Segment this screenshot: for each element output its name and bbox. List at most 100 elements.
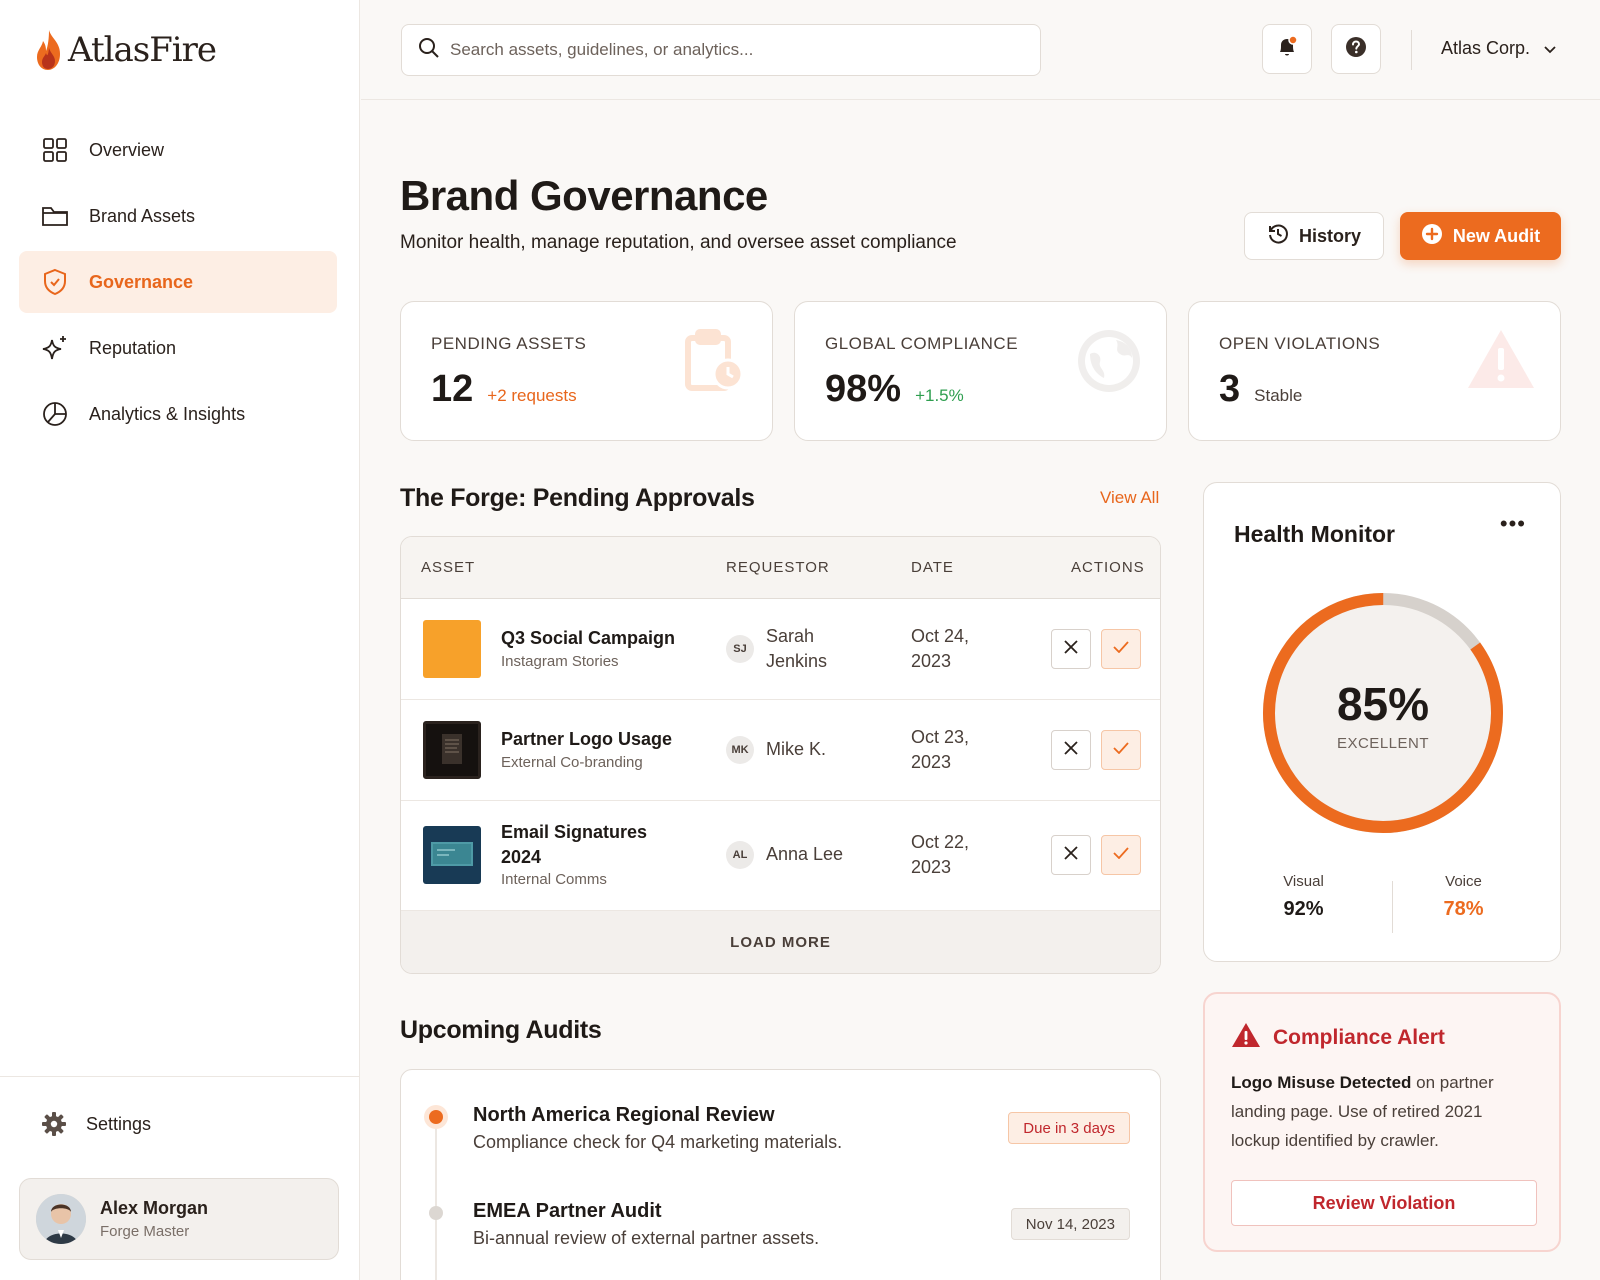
check-icon (1113, 846, 1129, 864)
column-header: ASSET (421, 559, 476, 576)
audit-title: North America Regional Review (473, 1104, 775, 1126)
check-icon (1113, 741, 1129, 759)
settings-link[interactable]: Settings (40, 1110, 151, 1138)
org-switcher[interactable]: Atlas Corp. (1441, 38, 1556, 59)
sidebar-item-label: Governance (89, 271, 194, 292)
warning-triangle-icon (1466, 328, 1536, 395)
notifications-button[interactable] (1262, 24, 1312, 74)
help-button[interactable] (1331, 24, 1381, 74)
history-icon (1267, 223, 1289, 250)
topbar-divider (1411, 30, 1412, 70)
approve-button[interactable] (1101, 730, 1141, 770)
folder-icon (41, 202, 69, 230)
timeline-dot-active (429, 1110, 443, 1124)
grid-icon (41, 136, 69, 164)
sidebar-item-label: Overview (89, 139, 165, 160)
sidebar-item-label: Brand Assets (89, 205, 196, 226)
asset-thumbnail (423, 826, 481, 884)
sidebar-item-reputation[interactable]: Reputation (19, 317, 337, 379)
globe-icon (1076, 328, 1142, 399)
gear-icon (40, 1110, 68, 1138)
request-date: Oct 23, 2023 (911, 727, 970, 772)
column-header: ACTIONS (1071, 559, 1145, 576)
alert-text: on partner landing page. Use of retired … (1231, 1073, 1494, 1150)
more-options-icon[interactable]: ••• (1499, 511, 1526, 536)
help-icon (1344, 35, 1368, 64)
user-role: Forge Master (100, 1223, 190, 1240)
alert-title: Compliance Alert (1273, 1026, 1445, 1049)
audit-description: Compliance check for Q4 marketing materi… (473, 1132, 843, 1152)
asset-type: External Co-branding (501, 754, 643, 771)
sidebar-item-analytics[interactable]: Analytics & Insights (19, 383, 337, 445)
alert-triangle-icon (1231, 1022, 1261, 1054)
stat-card-global-compliance: GLOBAL COMPLIANCE 98% +1.5% (794, 301, 1167, 441)
close-icon (1064, 639, 1078, 659)
requestor-name: Mike K. (766, 739, 827, 759)
compliance-alert-card: Compliance Alert Logo Misuse Detected on… (1203, 992, 1561, 1252)
asset-type: Internal Comms (501, 871, 607, 888)
asset-name: Email Signatures 2024 (501, 822, 648, 867)
topbar: Atlas Corp. (361, 0, 1600, 100)
visual-label: Visual (1283, 873, 1324, 890)
stat-value: 12 (431, 368, 474, 410)
health-score: 85% (1336, 678, 1430, 730)
stat-label: GLOBAL COMPLIANCE (825, 334, 1019, 353)
reject-button[interactable] (1051, 629, 1091, 669)
table-header: ASSET REQUESTOR DATE ACTIONS (401, 537, 1160, 599)
shield-icon (41, 268, 69, 296)
sidebar-divider (0, 1076, 360, 1077)
history-button[interactable]: History (1244, 212, 1384, 260)
audit-description: Bi-annual review of external partner ass… (473, 1228, 820, 1248)
close-icon (1064, 845, 1078, 865)
table-row: Email Signatures 2024 Internal Comms AL … (401, 801, 1160, 911)
reject-button[interactable] (1051, 835, 1091, 875)
plus-circle-icon (1421, 223, 1443, 250)
brand-logo[interactable]: AtlasFire (34, 28, 217, 72)
asset-thumbnail (423, 721, 481, 779)
approve-button[interactable] (1101, 835, 1141, 875)
requestor-initials: AL (726, 841, 754, 869)
org-name: Atlas Corp. (1441, 38, 1531, 58)
user-profile-card[interactable]: Alex Morgan Forge Master (19, 1178, 339, 1260)
stat-value: 3 (1219, 368, 1241, 410)
new-audit-label: New Audit (1452, 225, 1541, 246)
alert-header: Compliance Alert (1231, 1022, 1445, 1054)
sidebar: AtlasFire Overview Brand Assets Governan… (0, 0, 360, 1280)
load-more-button[interactable]: LOAD MORE (401, 911, 1160, 973)
sidebar-item-overview[interactable]: Overview (19, 119, 337, 181)
sidebar-item-brand-assets[interactable]: Brand Assets (19, 185, 337, 247)
timeline-line (435, 1114, 437, 1280)
alert-headline: Logo Misuse Detected (1231, 1073, 1412, 1092)
column-header: DATE (911, 559, 954, 576)
split-divider (1392, 881, 1393, 933)
health-title: Health Monitor (1234, 521, 1395, 547)
health-monitor-card: Health Monitor ••• 85% EXCELLENT Visual … (1203, 482, 1561, 962)
sparkle-icon (41, 334, 69, 362)
approvals-title: The Forge: Pending Approvals (400, 484, 755, 512)
stat-card-open-violations: OPEN VIOLATIONS 3 Stable (1188, 301, 1561, 441)
search-input[interactable] (450, 40, 1010, 60)
new-audit-button[interactable]: New Audit (1400, 212, 1561, 260)
timeline-dot (429, 1206, 443, 1220)
page-subtitle: Monitor health, manage reputation, and o… (400, 232, 957, 253)
search-bar[interactable] (401, 24, 1041, 76)
requestor-name: Anna Lee (766, 844, 844, 864)
sidebar-item-governance[interactable]: Governance (19, 251, 337, 313)
review-violation-button[interactable]: Review Violation (1231, 1180, 1537, 1226)
bell-icon (1275, 34, 1299, 64)
visual-value: 92% (1283, 898, 1324, 920)
approve-button[interactable] (1101, 629, 1141, 669)
voice-value: 78% (1443, 898, 1484, 920)
requestor-name: Sarah Jenkins (766, 626, 828, 671)
request-date: Oct 24, 2023 (911, 626, 970, 671)
table-row: Q3 Social Campaign Instagram Stories SJ … (401, 599, 1160, 700)
page-title: Brand Governance (400, 172, 768, 219)
table-row: Partner Logo Usage External Co-branding … (401, 700, 1160, 801)
reject-button[interactable] (1051, 730, 1091, 770)
close-icon (1064, 740, 1078, 760)
brand-name: AtlasFire (68, 30, 217, 70)
sidebar-item-label: Reputation (89, 337, 177, 358)
stat-label: PENDING ASSETS (431, 334, 587, 353)
view-all-link[interactable]: View All (1100, 488, 1160, 507)
settings-label: Settings (86, 1113, 152, 1134)
